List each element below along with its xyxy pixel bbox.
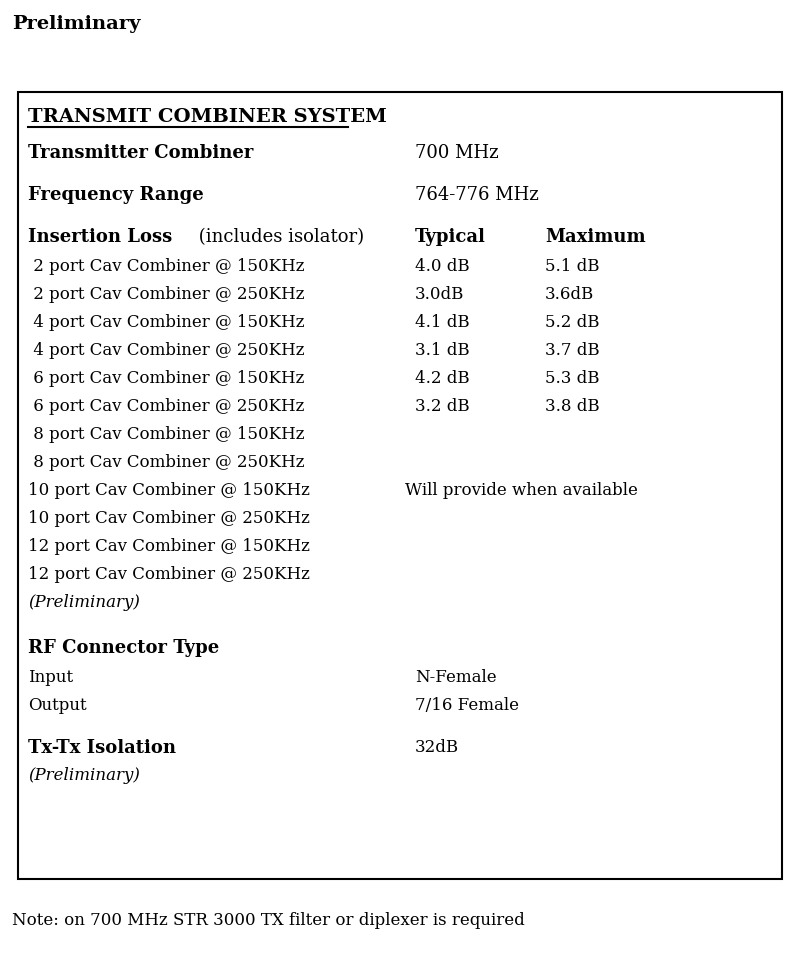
Text: 4.2 dB: 4.2 dB [415,369,470,386]
Text: 10 port Cav Combiner @ 150KHz: 10 port Cav Combiner @ 150KHz [28,481,310,499]
Text: Transmitter Combiner: Transmitter Combiner [28,144,254,162]
Text: 3.8 dB: 3.8 dB [545,398,600,414]
Text: Input: Input [28,669,73,686]
Text: Insertion Loss: Insertion Loss [28,228,172,246]
Text: 7/16 Female: 7/16 Female [415,697,519,714]
Text: 2 port Cav Combiner @ 250KHz: 2 port Cav Combiner @ 250KHz [28,285,305,303]
Text: (Preliminary): (Preliminary) [28,593,140,610]
Text: 12 port Cav Combiner @ 150KHz: 12 port Cav Combiner @ 150KHz [28,537,310,554]
Text: Tx-Tx Isolation: Tx-Tx Isolation [28,739,176,756]
Text: 4.1 dB: 4.1 dB [415,313,470,331]
Text: 3.7 dB: 3.7 dB [545,341,600,358]
Text: 8 port Cav Combiner @ 150KHz: 8 port Cav Combiner @ 150KHz [28,426,305,442]
Text: 6 port Cav Combiner @ 250KHz: 6 port Cav Combiner @ 250KHz [28,398,304,414]
Text: 4 port Cav Combiner @ 250KHz: 4 port Cav Combiner @ 250KHz [28,341,305,358]
Bar [18,93,782,879]
Text: TRANSMIT COMBINER SYSTEM: TRANSMIT COMBINER SYSTEM [28,108,386,126]
Text: Will provide when available: Will provide when available [405,481,638,499]
Text: 3.1 dB: 3.1 dB [415,341,470,358]
Text: Note: on 700 MHz STR 3000 TX filter or diplexer is required: Note: on 700 MHz STR 3000 TX filter or d… [12,911,525,928]
Text: 5.1 dB: 5.1 dB [545,258,599,275]
Text: (Preliminary): (Preliminary) [28,767,140,783]
Text: 4.0 dB: 4.0 dB [415,258,470,275]
Text: 5.2 dB: 5.2 dB [545,313,599,331]
Text: 764-776 MHz: 764-776 MHz [415,186,538,204]
Text: 700 MHz: 700 MHz [415,144,498,162]
Text: Typical: Typical [415,228,486,246]
Text: 3.0dB: 3.0dB [415,285,464,303]
Text: Maximum: Maximum [545,228,646,246]
Text: 10 port Cav Combiner @ 250KHz: 10 port Cav Combiner @ 250KHz [28,509,310,527]
Text: 12 port Cav Combiner @ 250KHz: 12 port Cav Combiner @ 250KHz [28,565,310,582]
Text: 8 port Cav Combiner @ 250KHz: 8 port Cav Combiner @ 250KHz [28,454,305,470]
Text: 4 port Cav Combiner @ 150KHz: 4 port Cav Combiner @ 150KHz [28,313,305,331]
Text: Preliminary: Preliminary [12,15,141,33]
Text: 2 port Cav Combiner @ 150KHz: 2 port Cav Combiner @ 150KHz [28,258,305,275]
Text: 32dB: 32dB [415,739,459,755]
Text: 3.6dB: 3.6dB [545,285,594,303]
Text: 5.3 dB: 5.3 dB [545,369,599,386]
Text: N-Female: N-Female [415,669,497,686]
Text: (includes isolator): (includes isolator) [193,228,364,246]
Text: Frequency Range: Frequency Range [28,186,204,204]
Text: 3.2 dB: 3.2 dB [415,398,470,414]
Text: RF Connector Type: RF Connector Type [28,638,219,656]
Text: 6 port Cav Combiner @ 150KHz: 6 port Cav Combiner @ 150KHz [28,369,304,386]
Text: Output: Output [28,697,86,714]
